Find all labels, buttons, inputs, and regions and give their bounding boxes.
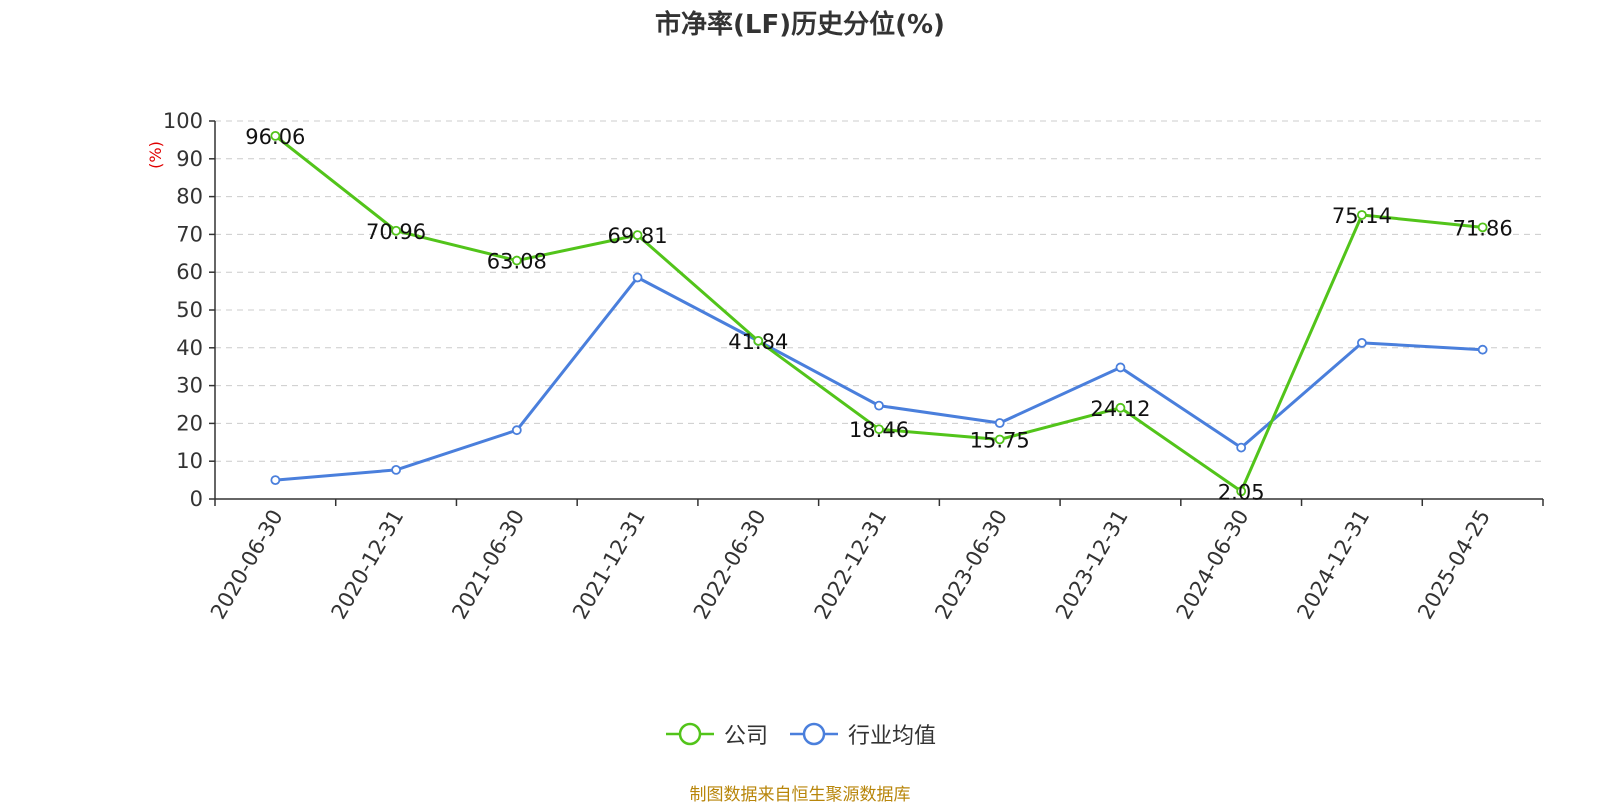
y-tick-label: 100 (163, 109, 203, 133)
y-tick-label: 20 (176, 411, 203, 435)
legend-line-circle-icon (665, 722, 714, 746)
grid-lines (215, 120, 1543, 462)
legend-item-industry[interactable]: 行业均值 (788, 718, 936, 750)
data-label: 96.06 (245, 125, 305, 149)
data-point-company (391, 225, 401, 236)
data-point-industry (874, 400, 884, 411)
y-axis-unit-label: (%) (146, 141, 165, 169)
x-tick-label: 2020-06-30 (206, 506, 288, 624)
data-point-company (511, 255, 522, 266)
data-point-company (1115, 402, 1126, 413)
legend-line-circle-icon (790, 722, 838, 746)
y-tick-label: 80 (176, 185, 203, 209)
x-tick-label: 2023-12-31 (1051, 506, 1133, 624)
data-label: 15.75 (970, 428, 1030, 452)
data-point-company (1477, 222, 1488, 233)
chart-title: 市净率(LF)历史分位(%) (655, 10, 945, 40)
data-label: 70.96 (366, 220, 426, 244)
data-point-industry (391, 464, 401, 475)
data-point-company (270, 130, 281, 141)
x-tick-label: 2024-12-31 (1292, 506, 1374, 624)
data-point-company (874, 424, 884, 435)
data-label: 75.14 (1332, 204, 1392, 228)
data-point-industry (511, 425, 522, 436)
data-label: 63.08 (487, 250, 547, 274)
x-tick-label: 2021-06-30 (447, 506, 529, 624)
data-point-company (1357, 210, 1367, 220)
data-label: 24.12 (1090, 397, 1150, 421)
x-tick-label: 2021-12-31 (568, 506, 650, 624)
series-layer (270, 130, 1488, 497)
data-point-company (632, 230, 643, 241)
y-tick-label: 60 (176, 260, 203, 284)
data-label: 71.86 (1453, 216, 1513, 240)
legend-item-company[interactable]: 公司 (664, 718, 768, 750)
legend-label: 公司 (723, 724, 768, 749)
data-label: 69.81 (607, 224, 667, 248)
data-point-industry (994, 418, 1005, 428)
data-label: 41.84 (728, 330, 788, 354)
x-tick-label: 2023-06-30 (930, 506, 1012, 624)
data-point-company (1236, 486, 1247, 497)
legend-label: 行业均值 (848, 724, 937, 749)
data-point-industry (632, 272, 643, 283)
y-tick-label: 30 (176, 374, 203, 398)
legend: 公司 行业均值 (0, 718, 1600, 753)
x-tick-label: 2022-12-31 (810, 506, 892, 624)
data-point-industry (270, 475, 281, 486)
y-tick-label: 50 (176, 298, 203, 322)
x-tick-label: 2020-12-31 (327, 506, 409, 624)
x-tick-label: 2022-06-30 (689, 506, 771, 624)
y-tick-label: 70 (176, 222, 203, 246)
x-tick-label: 2024-06-30 (1172, 506, 1254, 624)
data-point-company (994, 434, 1005, 445)
data-point-company (753, 335, 764, 346)
x-tick-label: 2025-04-25 (1413, 506, 1495, 624)
source-note: 制图数据来自恒生聚源数据库 (689, 785, 911, 805)
data-point-industry (1477, 344, 1488, 355)
data-point-industry (1236, 442, 1247, 453)
y-tick-label: 40 (176, 336, 203, 360)
data-point-industry (1115, 362, 1126, 373)
y-tick-label: 10 (176, 449, 203, 473)
data-labels: 96.06 70.96 63.08 69.81 41.84 18.46 15.75 24.12… (245, 125, 1512, 504)
data-point-industry (1357, 337, 1367, 348)
data-label: 18.46 (849, 418, 909, 442)
y-tick-label: 0 (190, 487, 203, 511)
series-line-industry (275, 275, 1483, 482)
data-label: 2.05 (1218, 480, 1265, 504)
y-tick-label: 90 (176, 147, 203, 171)
